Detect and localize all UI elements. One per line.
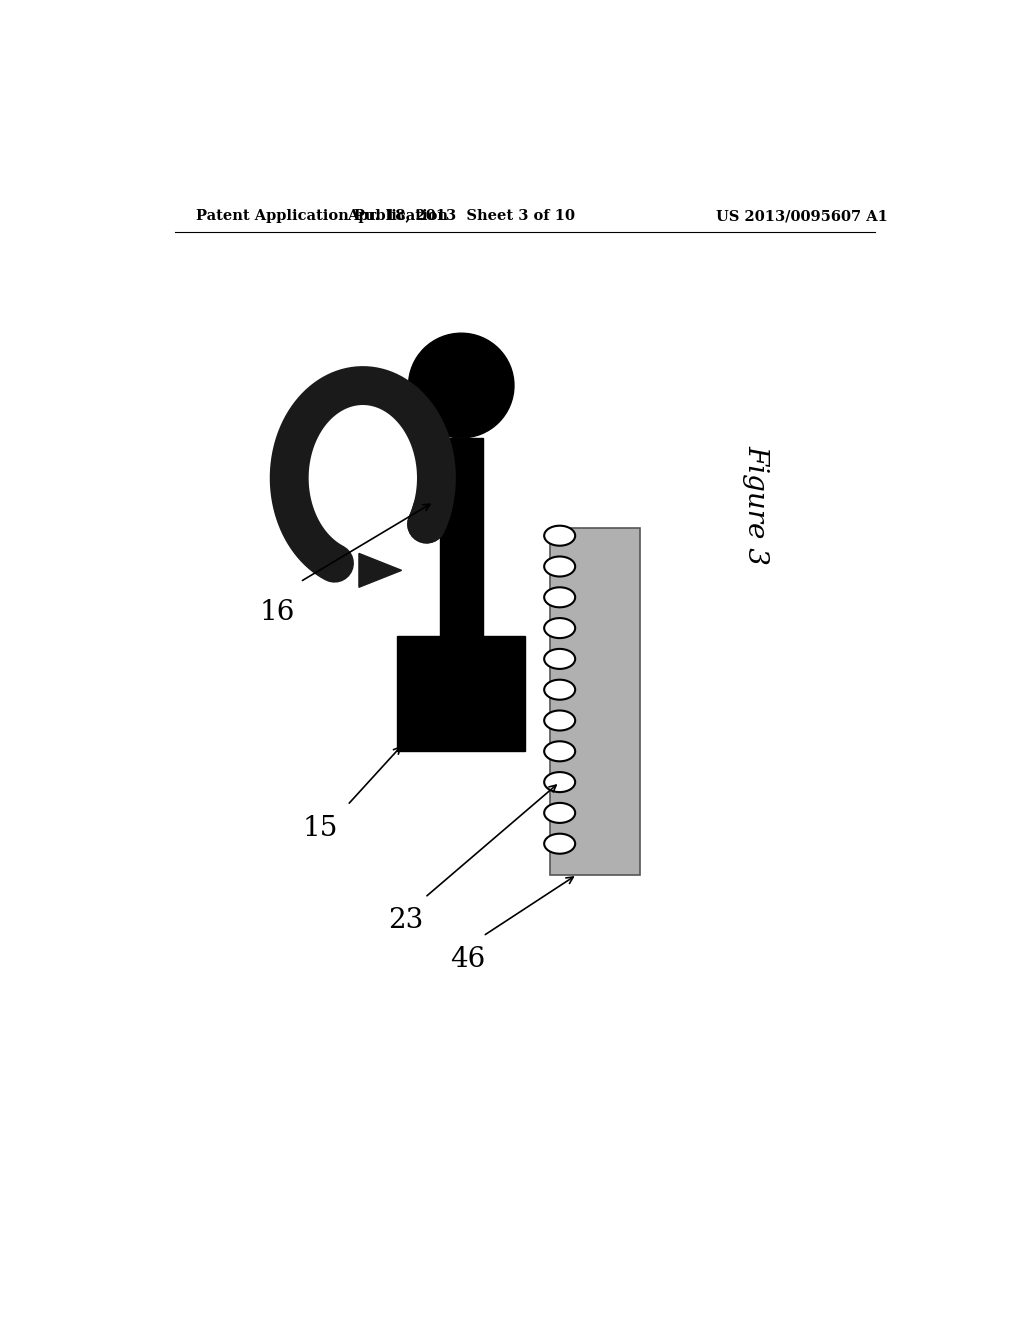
Text: Figure 3: Figure 3 (742, 445, 769, 565)
Bar (440, 438, 482, 636)
Text: US 2013/0095607 A1: US 2013/0095607 A1 (717, 209, 888, 223)
Ellipse shape (544, 803, 575, 822)
Text: 23: 23 (388, 907, 423, 935)
Text: 16: 16 (259, 599, 295, 626)
Ellipse shape (544, 525, 575, 545)
Bar (397, 636, 525, 751)
Ellipse shape (544, 680, 575, 700)
Circle shape (409, 333, 514, 438)
Ellipse shape (544, 618, 575, 638)
Ellipse shape (544, 834, 575, 854)
Ellipse shape (544, 557, 575, 577)
Text: 15: 15 (302, 814, 338, 842)
Text: Patent Application Publication: Patent Application Publication (197, 209, 449, 223)
Ellipse shape (544, 587, 575, 607)
Text: Apr. 18, 2013  Sheet 3 of 10: Apr. 18, 2013 Sheet 3 of 10 (347, 209, 575, 223)
Ellipse shape (544, 710, 575, 730)
Ellipse shape (544, 649, 575, 669)
Ellipse shape (544, 772, 575, 792)
Text: 46: 46 (450, 945, 485, 973)
Bar (550, 528, 640, 875)
Polygon shape (359, 553, 401, 587)
Ellipse shape (544, 742, 575, 762)
